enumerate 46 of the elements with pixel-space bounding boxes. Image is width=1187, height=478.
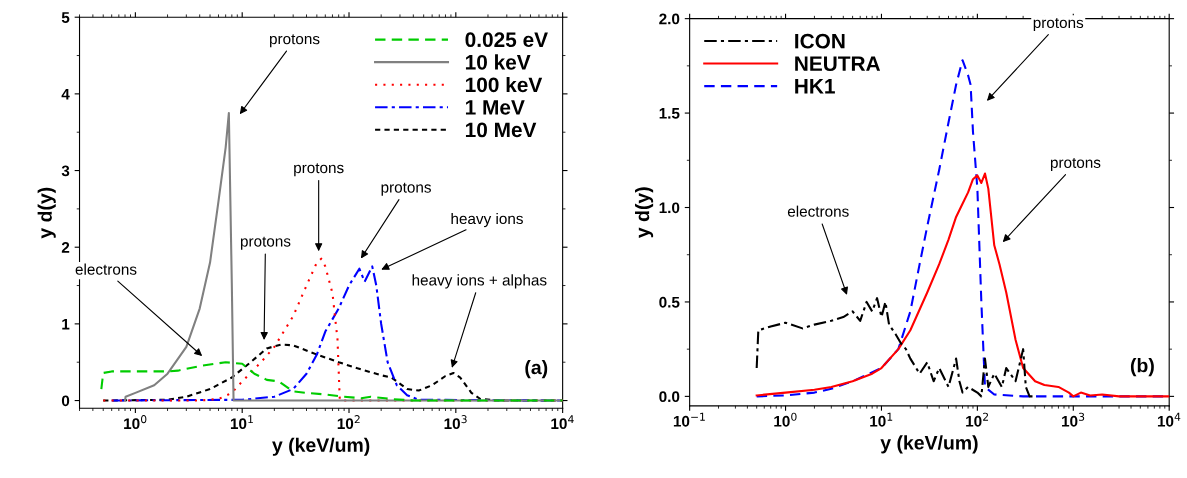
annotation: protons bbox=[1050, 157, 1101, 171]
x-tick-label: 10$^{2}$ bbox=[966, 412, 989, 427]
annotation: protons bbox=[270, 34, 320, 48]
legend-label: 100 keV bbox=[465, 76, 543, 93]
y-tick-label: 0.0 bbox=[659, 391, 680, 403]
y-axis-title: y d(y) bbox=[37, 187, 56, 239]
legend-label: 0.025 eV bbox=[465, 32, 548, 48]
x-tick-label: 10$^{4}$ bbox=[551, 415, 574, 430]
x-tick-label: 10$^{1}$ bbox=[870, 412, 893, 427]
x-tick-label: 10$^{0}$ bbox=[774, 412, 797, 427]
annotation: heavy ions + alphas bbox=[412, 274, 547, 289]
legend-label: 10 MeV bbox=[465, 122, 537, 138]
x-axis-title: y (keV/um) bbox=[272, 437, 370, 456]
annotation: protons bbox=[1033, 18, 1084, 32]
y-tick-label: 2 bbox=[61, 242, 70, 253]
x-tick-label: 10$^{−1}$ bbox=[673, 412, 705, 427]
annotation: heavy ions bbox=[451, 212, 523, 228]
y-tick-label: 1.0 bbox=[659, 202, 680, 214]
x-axis-title: y (keV/um) bbox=[880, 435, 978, 454]
legend-label: 10 keV bbox=[465, 54, 531, 70]
annotation: (b) bbox=[1130, 358, 1154, 377]
x-tick-label: 10$^{2}$ bbox=[337, 415, 360, 430]
y-tick-label: 3 bbox=[61, 165, 70, 177]
y-tick-label: 0 bbox=[61, 395, 70, 407]
y-tick-label: 0.5 bbox=[659, 296, 680, 308]
annotation: electrons bbox=[787, 205, 849, 217]
y-axis-title: y d(y) bbox=[635, 187, 654, 239]
y-tick-label: 4 bbox=[61, 88, 70, 100]
annotation: protons bbox=[294, 163, 344, 177]
y-tick-label: 1 bbox=[62, 318, 70, 330]
y-tick-label: 1.5 bbox=[659, 108, 680, 119]
x-tick-label: 10$^{0}$ bbox=[124, 415, 147, 430]
annotation: protons bbox=[240, 236, 291, 250]
y-tick-label: 5 bbox=[61, 12, 70, 23]
legend-label: NEUTRA bbox=[795, 56, 881, 72]
y-tick-label: 2.0 bbox=[659, 13, 680, 25]
x-tick-label: 10$^{4}$ bbox=[1157, 412, 1181, 427]
annotation: electrons bbox=[75, 263, 137, 275]
annotation: protons bbox=[381, 182, 431, 196]
x-tick-label: 10$^{1}$ bbox=[230, 415, 253, 430]
x-tick-label: 10$^{3}$ bbox=[444, 415, 467, 430]
legend-label: ICON bbox=[795, 33, 845, 49]
legend-label: 1 MeV bbox=[465, 100, 525, 115]
x-tick-label: 10$^{3}$ bbox=[1062, 412, 1085, 427]
annotation: (a) bbox=[525, 360, 548, 379]
legend-label: HK1 bbox=[795, 79, 835, 94]
